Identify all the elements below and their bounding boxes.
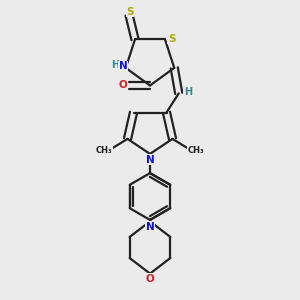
Text: S: S: [168, 34, 175, 44]
Text: N: N: [146, 222, 154, 232]
Text: H: H: [111, 61, 119, 70]
Text: S: S: [126, 7, 134, 17]
Text: O: O: [146, 274, 154, 284]
Text: N: N: [119, 61, 128, 71]
Text: CH₃: CH₃: [96, 146, 113, 155]
Text: N: N: [146, 155, 154, 165]
Text: CH₃: CH₃: [187, 146, 204, 155]
Text: H: H: [184, 87, 192, 97]
Text: O: O: [118, 80, 127, 90]
